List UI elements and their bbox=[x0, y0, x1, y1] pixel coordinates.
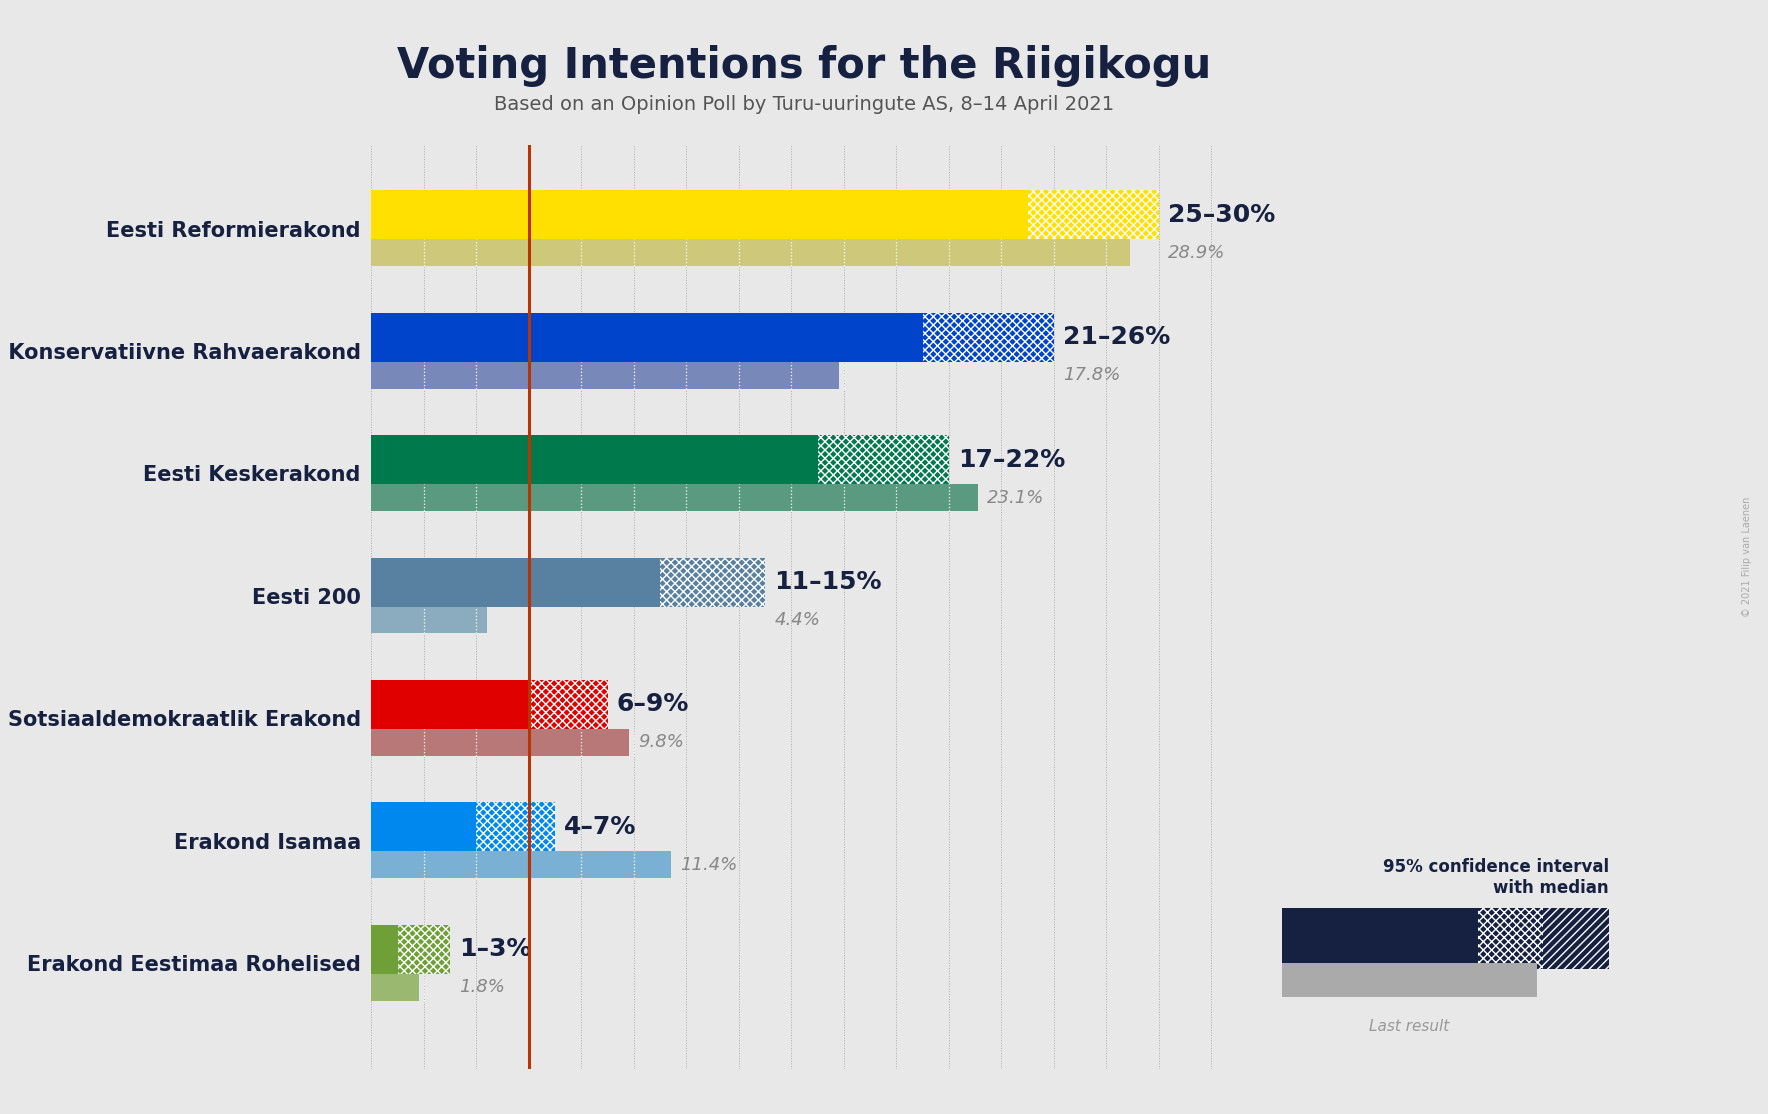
Text: 21–26%: 21–26% bbox=[1063, 325, 1170, 349]
Text: Last result: Last result bbox=[1368, 1019, 1450, 1034]
Bar bbox=[371, 485, 978, 511]
Text: Voting Intentions for the Riigikogu: Voting Intentions for the Riigikogu bbox=[398, 45, 1211, 87]
Text: Erakond Isamaa: Erakond Isamaa bbox=[173, 833, 361, 853]
Text: Erakond Eestimaa Rohelised: Erakond Eestimaa Rohelised bbox=[27, 956, 361, 976]
Text: Eesti Reformierakond: Eesti Reformierakond bbox=[106, 221, 361, 241]
Bar bbox=[371, 974, 419, 1000]
Bar bbox=[371, 925, 398, 974]
Text: 4–7%: 4–7% bbox=[564, 815, 636, 839]
Bar bbox=[1282, 908, 1478, 969]
Text: 1.8%: 1.8% bbox=[460, 978, 506, 996]
Bar bbox=[371, 557, 659, 606]
Bar bbox=[817, 436, 949, 485]
Text: Eesti Keskerakond: Eesti Keskerakond bbox=[143, 466, 361, 486]
Bar bbox=[371, 313, 923, 362]
Bar bbox=[371, 190, 1027, 240]
Text: 28.9%: 28.9% bbox=[1169, 244, 1225, 262]
Bar bbox=[371, 729, 629, 756]
Text: 1–3%: 1–3% bbox=[460, 937, 532, 961]
Bar bbox=[1027, 190, 1158, 240]
Bar bbox=[371, 436, 817, 485]
Bar bbox=[371, 240, 1130, 266]
Text: 6–9%: 6–9% bbox=[617, 693, 690, 716]
Bar bbox=[1543, 908, 1609, 969]
Bar bbox=[476, 802, 555, 851]
Text: 4.4%: 4.4% bbox=[774, 610, 820, 629]
Bar bbox=[371, 606, 486, 634]
Text: 11.4%: 11.4% bbox=[679, 856, 737, 873]
Text: 25–30%: 25–30% bbox=[1169, 203, 1275, 226]
Bar bbox=[371, 802, 476, 851]
Text: 17–22%: 17–22% bbox=[958, 448, 1066, 471]
Bar bbox=[923, 313, 1054, 362]
Bar bbox=[1478, 908, 1543, 969]
Text: 17.8%: 17.8% bbox=[1063, 367, 1121, 384]
Text: Eesti Konservatiivne Rahvaerakond: Eesti Konservatiivne Rahvaerakond bbox=[0, 343, 361, 363]
Bar bbox=[659, 557, 766, 606]
Bar bbox=[529, 680, 608, 729]
Text: Based on an Opinion Poll by Turu-uuringute AS, 8–14 April 2021: Based on an Opinion Poll by Turu-uuringu… bbox=[495, 95, 1114, 114]
Bar bbox=[398, 925, 451, 974]
Bar bbox=[371, 851, 670, 879]
Text: 23.1%: 23.1% bbox=[987, 489, 1045, 507]
Text: 11–15%: 11–15% bbox=[774, 570, 882, 594]
Bar bbox=[371, 362, 838, 389]
Text: 9.8%: 9.8% bbox=[638, 733, 684, 752]
Text: 95% confidence interval
with median: 95% confidence interval with median bbox=[1383, 858, 1609, 897]
Text: © 2021 Filip van Laenen: © 2021 Filip van Laenen bbox=[1741, 497, 1752, 617]
Text: Sotsiaaldemokraatlik Erakond: Sotsiaaldemokraatlik Erakond bbox=[7, 711, 361, 731]
Text: Eesti 200: Eesti 200 bbox=[251, 588, 361, 608]
Bar bbox=[371, 680, 529, 729]
